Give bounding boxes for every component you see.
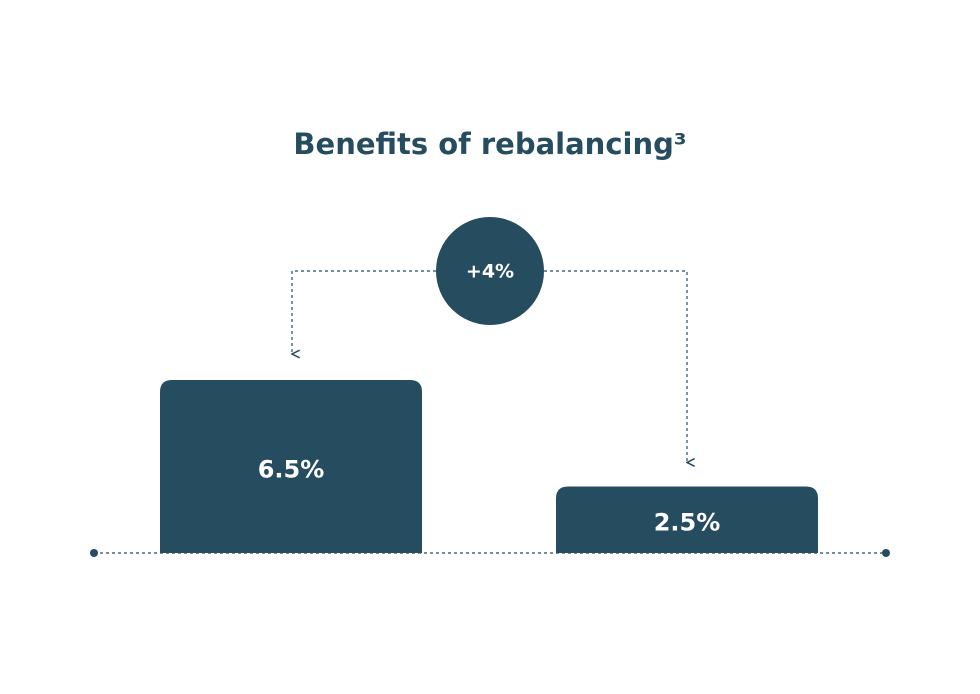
difference-label: +4%: [466, 261, 514, 283]
connector-arrow: [292, 270, 436, 354]
value-label: 6.5%: [258, 456, 325, 484]
baseline-dot: [882, 549, 890, 557]
bar: [160, 380, 422, 553]
bar: [556, 486, 818, 553]
connector-arrow: [544, 270, 687, 462]
difference-badge: [436, 217, 544, 325]
chart-title: Benefits of rebalancing³: [293, 127, 686, 161]
value-label: 2.5%: [654, 509, 721, 537]
baseline-dot: [90, 549, 98, 557]
